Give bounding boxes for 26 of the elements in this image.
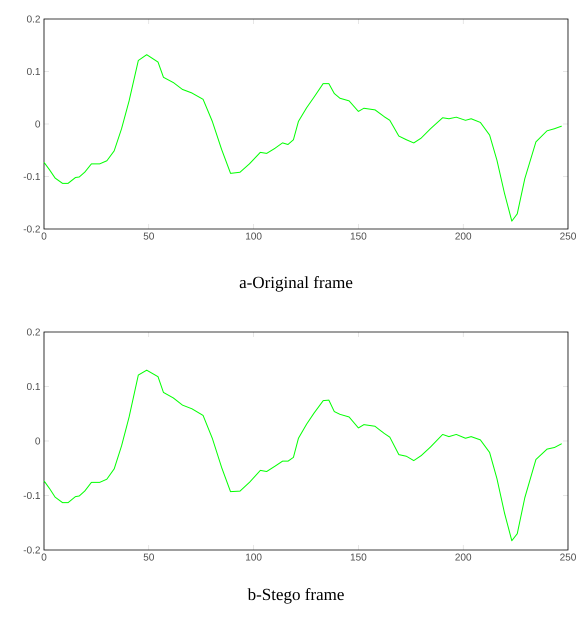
y-tick-label: 0.1 xyxy=(26,382,40,390)
line-series xyxy=(44,370,562,542)
x-tick-label: 150 xyxy=(350,232,366,240)
x-tick-label: 200 xyxy=(455,232,472,240)
x-tick-label: 50 xyxy=(144,232,154,240)
x-axis-title: b-Stego frame xyxy=(248,588,344,604)
line-series xyxy=(44,54,562,222)
x-tick-label: 200 xyxy=(455,554,472,561)
y-tick-label: 0 xyxy=(35,120,40,128)
x-tick-label: 0 xyxy=(42,554,46,561)
y-tick-label: 0 xyxy=(35,437,40,445)
x-tick-label: 100 xyxy=(246,232,262,240)
y-tick-label: -0.2 xyxy=(24,546,40,554)
y-tick-label: 0.2 xyxy=(26,15,40,23)
y-tick-label: 0.2 xyxy=(26,328,40,336)
x-axis-title: a-Original frame xyxy=(240,276,352,292)
x-tick-label: 150 xyxy=(350,554,366,561)
y-tick-label: -0.1 xyxy=(24,492,40,500)
x-tick-label: 250 xyxy=(560,554,576,561)
y-tick-label: 0.1 xyxy=(26,68,40,76)
y-tick-label: -0.2 xyxy=(24,225,40,233)
x-tick-label: 250 xyxy=(560,232,576,240)
x-tick-label: 0 xyxy=(42,232,46,240)
y-tick-label: -0.1 xyxy=(24,172,40,180)
x-tick-label: 100 xyxy=(246,554,262,561)
x-tick-label: 50 xyxy=(144,554,154,561)
